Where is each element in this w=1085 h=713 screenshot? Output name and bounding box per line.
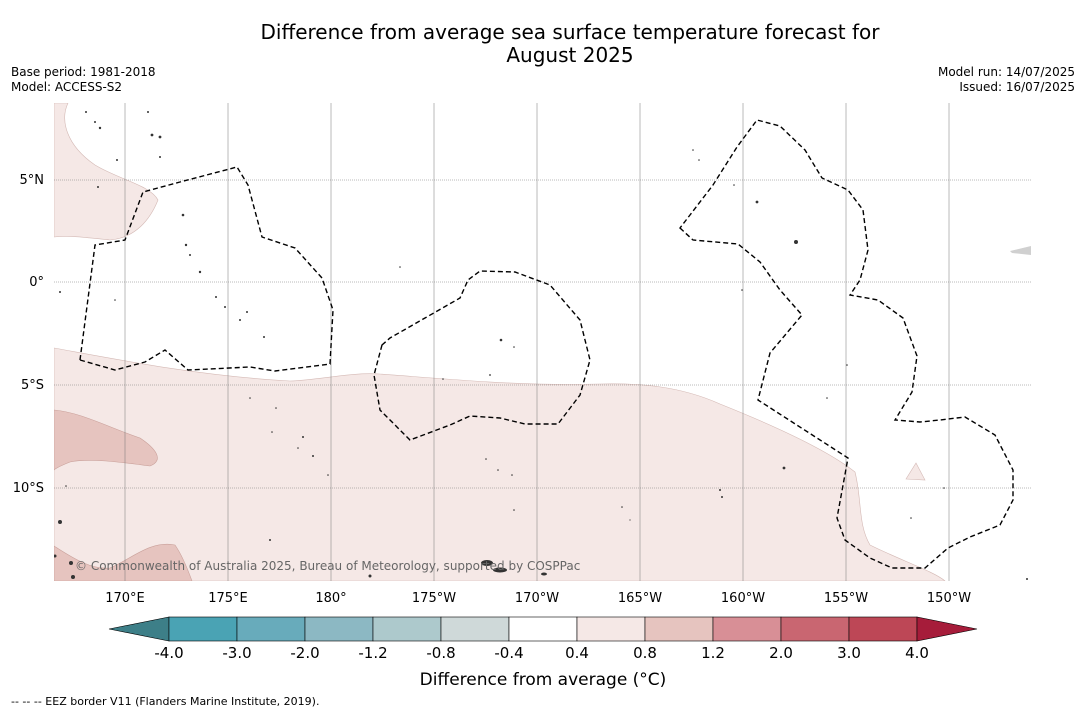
colorbar-bin-1 <box>236 616 306 642</box>
colorbar-tick-label: -4.0 <box>154 644 183 662</box>
colorbar-tick-label: 1.2 <box>701 644 725 662</box>
colorbar-bin-3 <box>372 616 442 642</box>
colorbar-tick-label: 4.0 <box>905 644 929 662</box>
colorbar-bin-6 <box>576 616 646 642</box>
lon-label-165w: 165°W <box>618 591 662 606</box>
anomaly-fill-0.8-1.2-sw <box>54 543 193 581</box>
colorbar-title: Difference from average (°C) <box>419 670 667 690</box>
eez-phoenix <box>373 270 591 441</box>
lon-label-175w: 175°W <box>412 591 456 606</box>
issued-date: Issued: 16/07/2025 <box>959 80 1075 94</box>
colorbar-bin-10 <box>848 616 918 642</box>
title-line-2: August 2025 <box>506 43 634 67</box>
lon-label-170e: 170°E <box>105 591 145 606</box>
colorbar: -4.0 -3.0 -2.0 -1.2 -0.8 -0.4 0.4 0.8 1.2 2.0 3.0 4… <box>108 616 978 662</box>
meta-right: Model run: 14/07/2025 Issued: 16/07/2025 <box>938 65 1075 95</box>
colorbar-tick-label: 0.8 <box>633 644 657 662</box>
colorbar-bin-7 <box>644 616 714 642</box>
colorbar-tick-label: 2.0 <box>769 644 793 662</box>
colorbar-tick-label: -1.2 <box>358 644 387 662</box>
colorbar-tick-label: -0.4 <box>494 644 523 662</box>
lon-label-170w: 170°W <box>515 591 559 606</box>
colorbar-tick-label: -0.8 <box>426 644 455 662</box>
graticule <box>54 103 1031 581</box>
colorbar-bin-9 <box>780 616 850 642</box>
lon-label-155w: 155°W <box>824 591 868 606</box>
lon-label-175e: 175°E <box>208 591 248 606</box>
map-area <box>54 103 1031 581</box>
colorbar-bin-8 <box>712 616 782 642</box>
lon-label-160w: 160°W <box>721 591 765 606</box>
lat-label-0: 0° <box>29 275 44 290</box>
eez-kiribati-gilbert <box>79 166 334 372</box>
anomaly-fill-0.4-0.8 <box>54 347 946 581</box>
lon-label-150w: 150°W <box>927 591 971 606</box>
model-run: Model run: 14/07/2025 <box>937 65 1075 79</box>
anomaly-fill-nw <box>54 103 159 241</box>
colorbar-tick-label: 0.4 <box>565 644 589 662</box>
title-line-1: Difference from average sea surface temp… <box>260 20 880 44</box>
islands <box>54 111 1031 580</box>
colorbar-tick-label: 3.0 <box>837 644 861 662</box>
colorbar-extend-high <box>916 616 978 642</box>
colorbar-bin-0 <box>168 616 238 642</box>
lat-label-5n: 5°N <box>20 173 45 188</box>
lat-label-10s: 10°S <box>13 481 44 496</box>
colorbar-tick-label: -3.0 <box>222 644 251 662</box>
anomaly-fill-0.8-1.2-west <box>54 409 158 471</box>
copyright-notice: © Commonwealth of Australia 2025, Bureau… <box>75 559 580 573</box>
lon-label-180: 180° <box>315 591 346 606</box>
colorbar-tick-label: -2.0 <box>290 644 319 662</box>
anomaly-fill-patch <box>905 462 926 481</box>
lat-label-5s: 5°S <box>21 378 44 393</box>
meta-left: Base period: 1981-2018 Model: ACCESS-S2 <box>11 65 156 95</box>
colorbar-bin-5 <box>508 616 578 642</box>
colorbar-bin-2 <box>304 616 374 642</box>
eez-line-islands <box>679 119 1014 569</box>
map-title: Difference from average sea surface temp… <box>0 21 1085 67</box>
eez-borders <box>79 119 1014 569</box>
base-period: Base period: 1981-2018 <box>11 65 156 79</box>
colorbar-bin-4 <box>440 616 510 642</box>
colorbar-extend-low <box>108 616 170 642</box>
model-name: Model: ACCESS-S2 <box>11 80 123 94</box>
eez-legend-note: -- -- -- EEZ border V11 (Flanders Marine… <box>11 695 320 708</box>
